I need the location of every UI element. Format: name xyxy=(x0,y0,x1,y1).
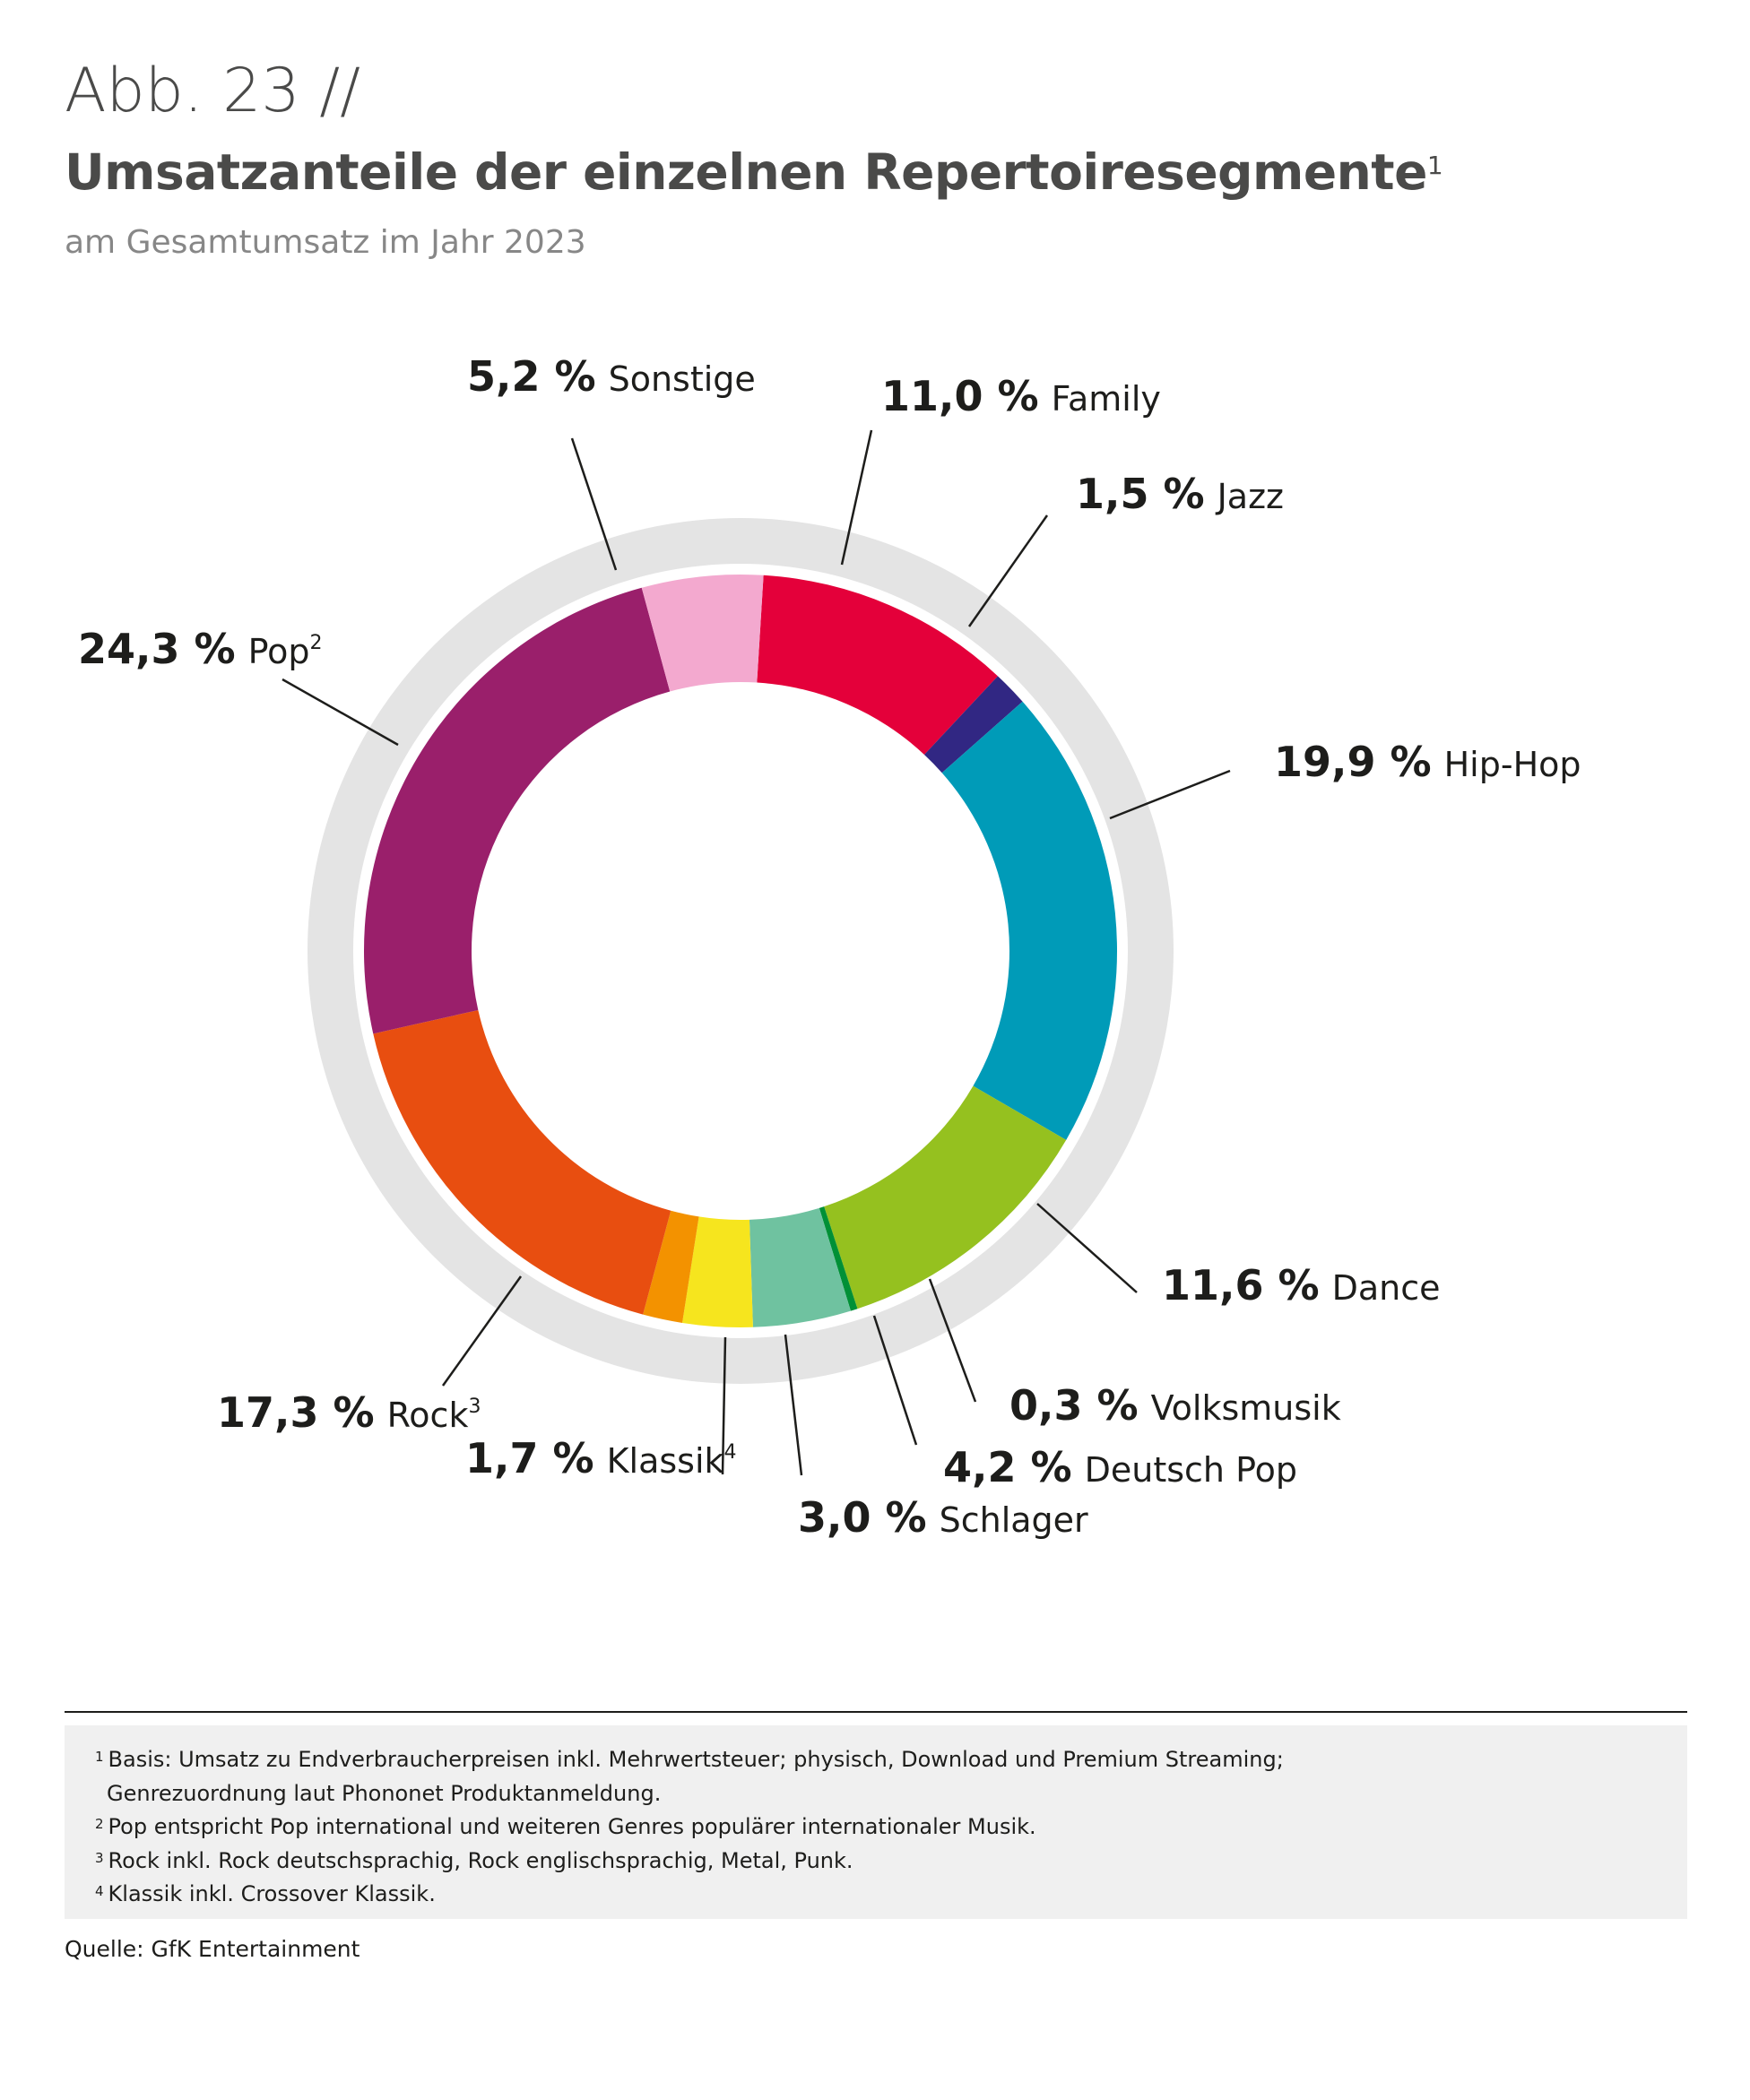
leader-line-rock xyxy=(441,1275,523,1387)
label-value-dance: 11,6 % xyxy=(1162,1261,1320,1309)
label-pop: 24,3 % Pop2 xyxy=(78,625,323,673)
leader-line-jazz xyxy=(967,514,1049,627)
label-value-hip-hop: 19,9 % xyxy=(1274,738,1432,786)
label-value-pop: 24,3 % xyxy=(78,625,236,673)
footnote-divider xyxy=(65,1711,1687,1713)
chart-subtitle: am Gesamtumsatz im Jahr 2023 xyxy=(65,224,586,261)
leader-line-sonstige xyxy=(570,437,618,571)
segment-volksmusik xyxy=(819,1206,858,1311)
label-schlager: 3,0 % Schlager xyxy=(798,1493,1088,1542)
segment-klassik xyxy=(643,1210,699,1323)
segment-jazz xyxy=(923,676,1023,773)
label-value-schlager: 3,0 % xyxy=(798,1493,927,1542)
segment-family xyxy=(757,575,998,755)
label-name-volksmusik: Volksmusik xyxy=(1151,1388,1341,1428)
label-value-sonstige: 5,2 % xyxy=(467,352,596,401)
label-name-dance: Dance xyxy=(1332,1268,1441,1308)
leader-line-deutsch-pop xyxy=(872,1315,918,1446)
footnote-1-continued: Genrezuordnung laut Phononet Produktanme… xyxy=(107,1780,662,1806)
segment-rock xyxy=(373,1009,671,1315)
label-value-volksmusik: 0,3 % xyxy=(1009,1381,1139,1430)
label-footnote-klassik: 4 xyxy=(724,1441,737,1464)
segment-schlager xyxy=(682,1216,753,1327)
leader-line-family xyxy=(840,429,873,566)
leader-line-pop xyxy=(282,678,399,747)
footnote-2: 2 Pop entspricht Pop international und we… xyxy=(95,1814,1036,1839)
label-value-klassik: 1,7 % xyxy=(465,1434,594,1482)
label-footnote-rock: 3 xyxy=(468,1396,481,1418)
label-name-jazz: Jazz xyxy=(1216,477,1284,516)
title-footnote-mark: 1 xyxy=(1426,151,1443,180)
label-name-family: Family xyxy=(1052,379,1161,419)
label-jazz: 1,5 % Jazz xyxy=(1076,470,1284,518)
label-family: 11,0 % Family xyxy=(881,372,1161,420)
chart-title: Umsatzanteile der einzelnen Repertoirese… xyxy=(65,143,1443,201)
label-dance: 11,6 % Dance xyxy=(1162,1261,1441,1309)
footnotes-box: 1 Basis: Umsatz zu Endverbraucherpreisen … xyxy=(65,1725,1687,1919)
label-name-schlager: Schlager xyxy=(940,1500,1088,1540)
leader-line-dance xyxy=(1036,1203,1138,1293)
figure-label: Abb. 23 // xyxy=(65,56,361,126)
label-klassik: 1,7 % Klassik4 xyxy=(465,1434,737,1482)
label-hip-hop: 19,9 % Hip-Hop xyxy=(1274,738,1581,786)
segment-hip-hop xyxy=(941,701,1117,1140)
label-sonstige: 5,2 % Sonstige xyxy=(467,352,756,401)
label-value-family: 11,0 % xyxy=(881,372,1039,420)
footnote-3: 3 Rock inkl. Rock deutschsprachig, Rock e… xyxy=(95,1847,853,1873)
chart-title-text: Umsatzanteile der einzelnen Repertoirese… xyxy=(65,143,1427,201)
footnote-1: 1 Basis: Umsatz zu Endverbraucherpreisen … xyxy=(95,1747,1284,1772)
label-footnote-pop: 2 xyxy=(310,632,323,654)
segment-deutsch-pop xyxy=(749,1207,851,1327)
label-value-jazz: 1,5 % xyxy=(1076,470,1205,518)
label-name-klassik: Klassik xyxy=(607,1441,724,1481)
segment-pop xyxy=(363,587,671,1034)
label-name-hip-hop: Hip-Hop xyxy=(1444,745,1581,784)
footnote-4: 4 Klassik inkl. Crossover Klassik. xyxy=(95,1881,436,1906)
segment-dance xyxy=(824,1085,1067,1309)
label-value-rock: 17,3 % xyxy=(217,1388,375,1437)
label-name-pop: Pop xyxy=(248,632,310,671)
label-name-rock: Rock xyxy=(387,1396,469,1435)
leader-line-hip-hop xyxy=(1109,769,1231,820)
source-note: Quelle: GfK Entertainment xyxy=(65,1936,360,1962)
segment-sonstige xyxy=(641,575,764,692)
label-name-deutsch-pop: Deutsch Pop xyxy=(1085,1450,1297,1490)
donut-chart: 11,0 % Family 1,5 % Jazz 19,9 % Hip-Hop 11,6 %… xyxy=(78,352,1581,1542)
label-value-deutsch-pop: 4,2 % xyxy=(943,1443,1072,1491)
label-name-sonstige: Sonstige xyxy=(609,359,756,399)
label-rock: 17,3 % Rock3 xyxy=(217,1388,481,1437)
label-volksmusik: 0,3 % Volksmusik xyxy=(1009,1381,1341,1430)
label-deutsch-pop: 4,2 % Deutsch Pop xyxy=(943,1443,1297,1491)
leader-line-schlager xyxy=(784,1334,803,1476)
leader-line-volksmusik xyxy=(928,1278,977,1403)
leader-line-klassik xyxy=(721,1336,727,1475)
